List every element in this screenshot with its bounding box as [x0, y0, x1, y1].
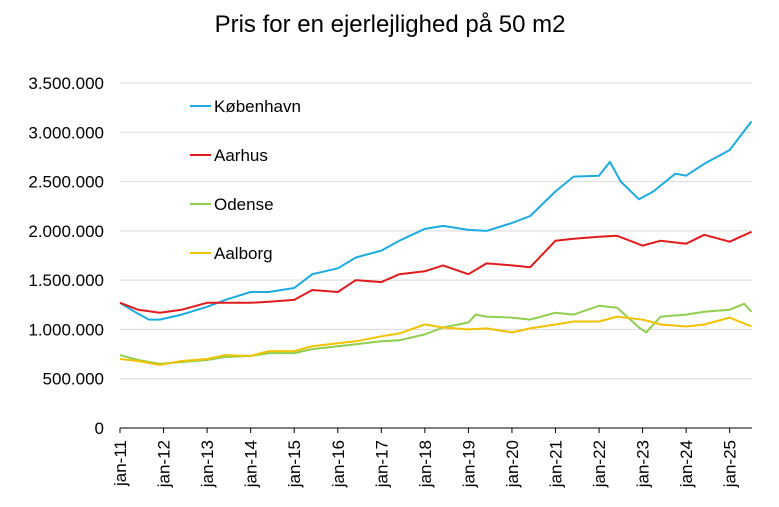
chart-title: Pris for en ejerlejlighed på 50 m2	[215, 11, 566, 38]
y-tick-label: 2.000.000	[28, 222, 104, 241]
x-tick-label: jan-18	[416, 440, 435, 488]
y-tick-label: 2.500.000	[28, 173, 104, 192]
series-line-odense	[119, 302, 753, 365]
y-tick-label: 3.000.000	[28, 123, 104, 142]
x-axis: jan-11 jan-12 jan-13 jan-14 jan-15 jan-16 jan-…	[111, 427, 752, 488]
x-tick-label: jan-11	[111, 440, 130, 487]
x-tick-label: jan-16	[329, 440, 348, 488]
legend: København Aarhus Odense Aalborg	[190, 97, 301, 263]
y-tick-label: 0	[95, 419, 104, 438]
y-tick-label: 1.500.000	[28, 271, 104, 290]
y-tick-label: 3.500.000	[28, 74, 104, 93]
x-tick-label: jan-15	[285, 440, 304, 488]
x-tick-label: jan-20	[503, 440, 522, 488]
legend-label: København	[214, 97, 301, 116]
x-tick-label: jan-25	[721, 440, 740, 488]
legend-label: Aarhus	[214, 146, 268, 165]
series-lines	[119, 120, 753, 366]
legend-label: Odense	[214, 195, 274, 214]
x-tick-label: jan-21	[547, 440, 566, 488]
y-tick-label: 1.000.000	[28, 320, 104, 339]
x-tick-label: jan-19	[459, 440, 478, 488]
x-tick-label: jan-23	[634, 440, 653, 488]
y-axis-tick-labels: 0 500.000 1.000.000 1.500.000 2.000.000 2.500…	[28, 74, 104, 438]
x-tick-label: jan-24	[677, 440, 696, 488]
grid-lines	[120, 82, 752, 380]
series-line-k-benhavn	[119, 120, 753, 321]
y-tick-label: 500.000	[43, 370, 104, 389]
series-line-aarhus	[119, 230, 752, 314]
legend-label: Aalborg	[214, 244, 273, 263]
series-line-aalborg	[119, 315, 752, 366]
x-tick-label: jan-14	[242, 440, 261, 488]
x-tick-label: jan-13	[198, 440, 217, 488]
x-tick-label: jan-17	[372, 440, 391, 488]
x-tick-label: jan-22	[590, 440, 609, 488]
x-tick-label: jan-12	[155, 440, 174, 488]
